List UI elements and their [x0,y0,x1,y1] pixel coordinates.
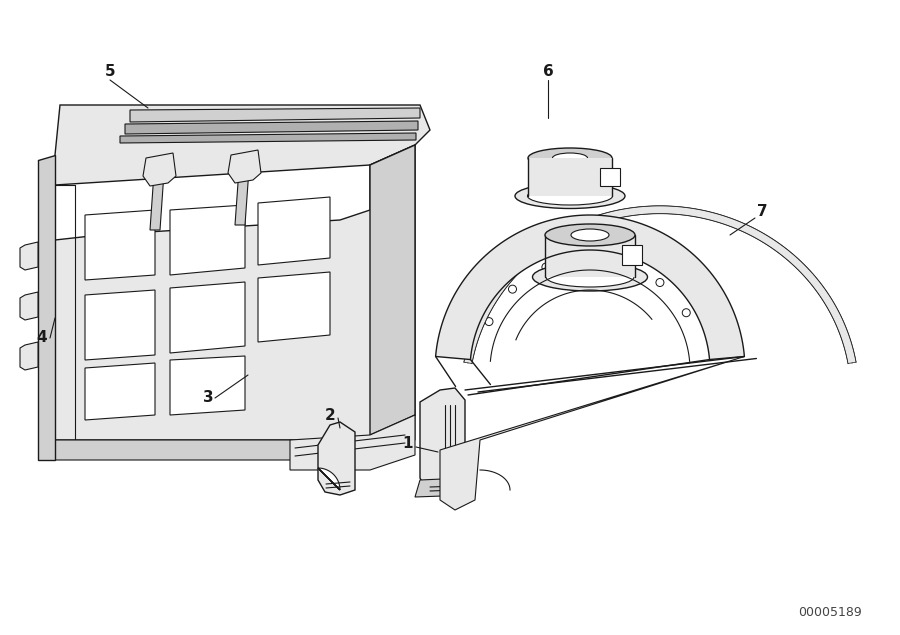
Polygon shape [290,415,415,470]
Text: 6: 6 [543,65,553,79]
Polygon shape [55,105,430,185]
Polygon shape [318,422,355,495]
Text: 4: 4 [37,330,48,345]
Circle shape [656,279,664,286]
Text: 2: 2 [325,408,336,422]
Circle shape [581,254,589,262]
Polygon shape [258,272,330,342]
Ellipse shape [527,187,613,205]
Polygon shape [420,388,465,492]
Circle shape [621,260,629,267]
Text: 3: 3 [202,391,213,406]
Polygon shape [440,356,744,510]
Ellipse shape [553,153,588,163]
Text: 5: 5 [104,65,115,79]
Polygon shape [130,108,420,122]
Ellipse shape [545,224,635,246]
Polygon shape [258,197,330,265]
Ellipse shape [533,263,647,291]
Polygon shape [600,168,620,186]
Polygon shape [235,155,250,225]
Circle shape [682,309,690,317]
Ellipse shape [571,229,609,241]
Polygon shape [55,415,415,460]
Polygon shape [55,145,415,440]
Polygon shape [85,363,155,420]
Ellipse shape [546,267,634,287]
Polygon shape [318,468,340,490]
Polygon shape [436,215,744,359]
Polygon shape [20,292,38,320]
Polygon shape [228,150,261,183]
Polygon shape [464,206,856,363]
Circle shape [393,363,407,377]
Circle shape [485,318,493,326]
Polygon shape [545,235,635,277]
Polygon shape [120,133,416,143]
Polygon shape [150,158,165,230]
Text: 1: 1 [403,436,413,451]
Circle shape [542,263,550,271]
Polygon shape [20,342,38,370]
Circle shape [393,323,407,337]
Polygon shape [143,153,176,186]
Text: 7: 7 [757,204,768,220]
Polygon shape [38,155,55,460]
Polygon shape [370,145,415,435]
Text: 00005189: 00005189 [798,606,862,618]
Ellipse shape [545,224,635,246]
Polygon shape [170,282,245,353]
Polygon shape [20,242,38,270]
Polygon shape [85,290,155,360]
Polygon shape [85,210,155,280]
Polygon shape [415,478,470,497]
Ellipse shape [515,184,625,208]
Polygon shape [170,205,245,275]
Ellipse shape [528,148,612,168]
Polygon shape [622,245,642,265]
Polygon shape [170,356,245,415]
Polygon shape [125,121,418,134]
Circle shape [508,285,517,293]
Polygon shape [528,158,612,196]
Circle shape [393,343,407,357]
